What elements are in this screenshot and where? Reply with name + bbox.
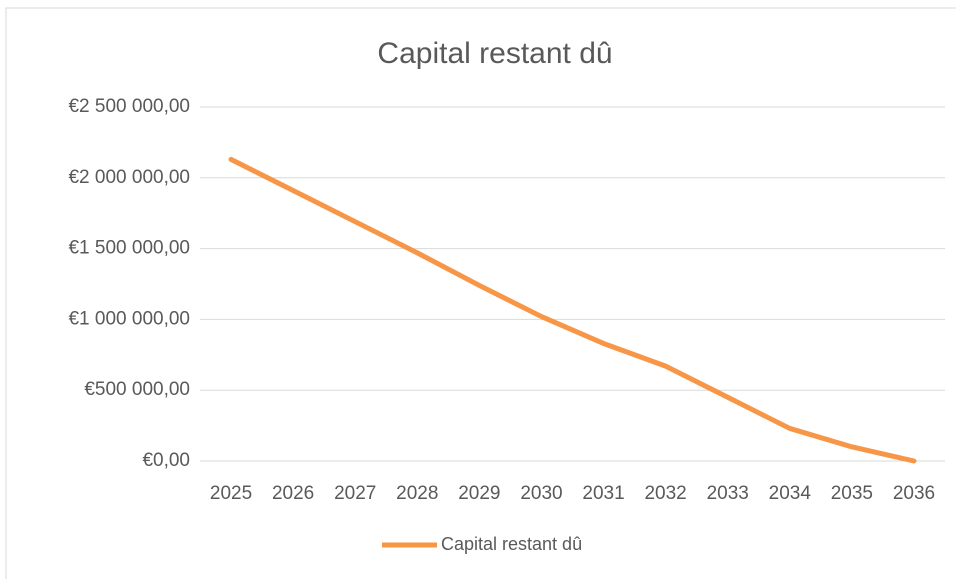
y-tick-label: €2 500 000,00 — [68, 96, 190, 117]
x-tick-label: 2027 — [334, 483, 376, 504]
line-series — [228, 156, 917, 464]
x-tick-label: 2029 — [458, 483, 500, 504]
x-tick-label: 2036 — [893, 483, 935, 504]
y-tick-label: €0,00 — [142, 450, 190, 471]
x-tick-label: 2028 — [396, 483, 438, 504]
y-tick-label: €1 000 000,00 — [68, 308, 190, 329]
y-tick-label: €1 500 000,00 — [68, 238, 190, 259]
chart-title: Capital restant dû — [377, 37, 612, 70]
x-tick-label: 2035 — [831, 483, 873, 504]
x-tick-label: 2025 — [210, 483, 252, 504]
x-tick-label: 2033 — [707, 483, 749, 504]
chart-frame — [5, 7, 956, 579]
x-tick-label: 2034 — [769, 483, 812, 504]
y-tick-label: €500 000,00 — [84, 379, 190, 400]
y-tick-label: €2 000 000,00 — [68, 167, 190, 188]
x-tick-label: 2026 — [272, 483, 314, 504]
x-tick-label: 2032 — [644, 483, 686, 504]
x-tick-label: 2031 — [582, 483, 624, 504]
legend-label: Capital restant dû — [441, 534, 582, 554]
x-tick-label: 2030 — [520, 483, 562, 504]
